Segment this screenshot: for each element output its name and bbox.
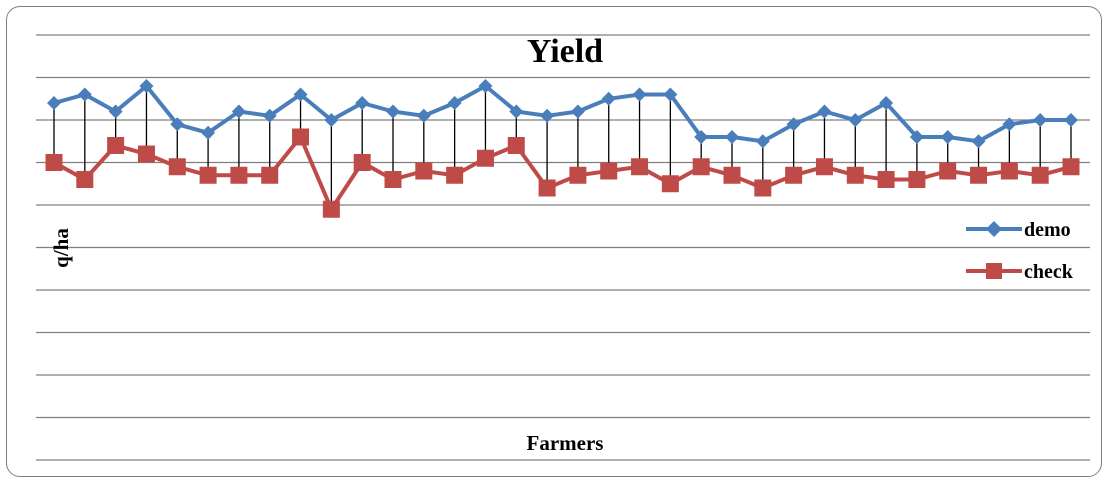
chart-frame: [6, 6, 1102, 477]
data-point-demo: [940, 130, 955, 144]
data-point-check: [908, 171, 926, 188]
data-point-check: [569, 166, 587, 184]
data-point-demo: [786, 117, 801, 132]
data-point-check: [107, 137, 125, 154]
x-axis-label: Farmers: [527, 431, 604, 455]
data-point-demo: [570, 104, 585, 119]
data-point-demo: [663, 87, 678, 102]
data-point-check: [168, 158, 186, 176]
legend-item-check: check: [966, 261, 1074, 283]
data-point-demo: [386, 104, 400, 119]
data-point-check: [661, 175, 679, 193]
legend-demo-marker: [986, 221, 1002, 237]
data-point-demo: [1064, 113, 1078, 127]
data-point-demo: [632, 87, 647, 102]
data-point-check: [384, 171, 402, 188]
chart-title: Yield: [527, 33, 603, 70]
data-point-check: [507, 137, 525, 154]
data-point-check: [815, 158, 833, 176]
data-point-check: [353, 154, 371, 171]
data-point-demo: [201, 125, 216, 140]
data-point-demo: [355, 96, 370, 110]
data-point-check: [1031, 166, 1049, 184]
legend: demo check: [966, 219, 1074, 283]
data-point-demo: [262, 108, 277, 123]
y-axis-label: q/ha: [49, 228, 73, 268]
data-point-demo: [478, 79, 493, 93]
legend-check-marker: [986, 263, 1002, 279]
data-point-demo: [170, 117, 185, 132]
data-point-demo: [77, 87, 92, 102]
data-point-check: [476, 149, 494, 167]
data-point-check: [970, 166, 988, 184]
data-point-demo: [848, 113, 863, 127]
series-check-line: [53, 135, 1072, 212]
series-layer: [45, 79, 1080, 218]
data-point-demo: [324, 113, 339, 127]
data-point-demo: [725, 130, 739, 144]
data-point-check: [692, 158, 710, 176]
data-point-check: [322, 200, 340, 218]
data-point-demo: [1033, 113, 1048, 127]
data-point-demo: [1002, 117, 1017, 132]
data-point-check: [754, 179, 772, 197]
series-demo-line: [53, 84, 1071, 144]
data-point-check: [199, 166, 217, 184]
high-low-lines: [53, 86, 1072, 210]
data-point-demo: [879, 96, 894, 110]
series-check: [45, 128, 1080, 218]
data-point-check: [631, 158, 649, 176]
data-point-demo: [817, 104, 832, 119]
data-point-demo: [293, 87, 308, 102]
data-point-demo: [601, 91, 616, 106]
data-point-demo: [47, 96, 61, 110]
data-point-demo: [909, 130, 924, 144]
data-point-check: [292, 128, 310, 146]
legend-demo-label: demo: [1024, 219, 1071, 241]
data-point-check: [230, 166, 248, 184]
data-point-check: [785, 166, 803, 184]
data-point-check: [600, 162, 618, 180]
data-point-check: [939, 162, 957, 180]
data-point-check: [1000, 162, 1018, 180]
legend-item-demo: demo: [966, 219, 1071, 241]
series-demo: [47, 79, 1078, 149]
data-point-demo: [139, 79, 154, 93]
data-point-check: [446, 166, 464, 184]
data-point-check: [137, 145, 155, 163]
data-point-check: [1062, 158, 1080, 176]
data-point-check: [76, 171, 94, 188]
data-point-check: [45, 154, 63, 171]
data-point-demo: [694, 130, 709, 144]
gridlines: [36, 34, 1090, 461]
legend-check-label: check: [1024, 261, 1074, 283]
data-point-check: [415, 162, 433, 180]
data-point-check: [877, 171, 895, 188]
data-point-demo: [231, 104, 246, 119]
data-point-demo: [540, 108, 555, 123]
data-point-check: [538, 179, 556, 197]
data-point-demo: [971, 134, 986, 149]
data-point-demo: [755, 134, 770, 149]
data-point-check: [261, 166, 279, 184]
data-point-demo: [416, 108, 431, 123]
data-point-check: [723, 166, 741, 184]
data-point-demo: [509, 104, 524, 119]
data-point-check: [846, 166, 864, 184]
data-point-demo: [447, 96, 462, 110]
data-point-demo: [108, 104, 123, 119]
